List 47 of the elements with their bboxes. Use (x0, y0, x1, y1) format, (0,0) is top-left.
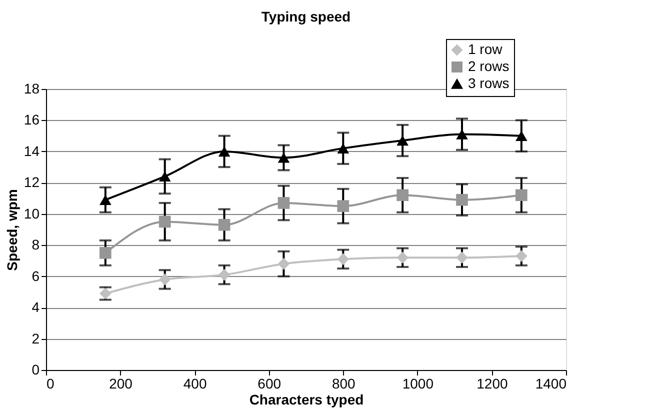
point (218, 268, 230, 281)
point (158, 274, 171, 286)
point (278, 258, 290, 270)
y-tick-label: 8 (32, 236, 40, 253)
point (396, 135, 408, 146)
point (337, 200, 350, 212)
point (396, 252, 408, 264)
point (218, 218, 230, 231)
point (516, 250, 528, 262)
point (337, 143, 350, 154)
point (337, 253, 350, 266)
x-tick-label: 1400 (535, 376, 567, 392)
y-tick-label: 4 (32, 299, 40, 316)
y-axis-title: Speed, wpm (4, 189, 20, 271)
legend-label: 2 rows (468, 58, 510, 74)
point (218, 146, 230, 157)
x-tick-label: 0 (46, 376, 54, 392)
x-tick-label: 800 (332, 376, 356, 392)
point (100, 247, 112, 259)
x-tick-label: 400 (183, 376, 207, 392)
y-tick-label: 0 (32, 362, 40, 378)
point (278, 197, 290, 209)
y-tick-label: 10 (24, 205, 40, 222)
point (456, 252, 468, 264)
point (100, 194, 112, 205)
x-tick-label: 1000 (402, 376, 434, 392)
y-tick-label: 16 (24, 112, 40, 128)
point (456, 129, 468, 140)
point (158, 171, 171, 182)
y-tick-label: 12 (24, 174, 40, 190)
point (278, 152, 290, 163)
y-tick-label: 14 (24, 142, 40, 159)
x-tick-label: 600 (258, 376, 282, 392)
point (158, 216, 171, 228)
chart-title: Typing speed (261, 8, 351, 24)
y-tick-label: 18 (24, 80, 40, 96)
point (516, 189, 528, 202)
point (456, 194, 468, 206)
legend-label: 3 rows (468, 75, 510, 91)
legend-label: 1 row (468, 41, 504, 57)
point (516, 130, 528, 141)
y-tick-label: 2 (32, 330, 40, 346)
point (396, 189, 408, 202)
x-tick-label: 1200 (476, 376, 508, 392)
x-tick-label: 200 (109, 376, 133, 392)
y-tick-label: 6 (32, 268, 40, 284)
x-axis-title: Characters typed (249, 392, 364, 408)
